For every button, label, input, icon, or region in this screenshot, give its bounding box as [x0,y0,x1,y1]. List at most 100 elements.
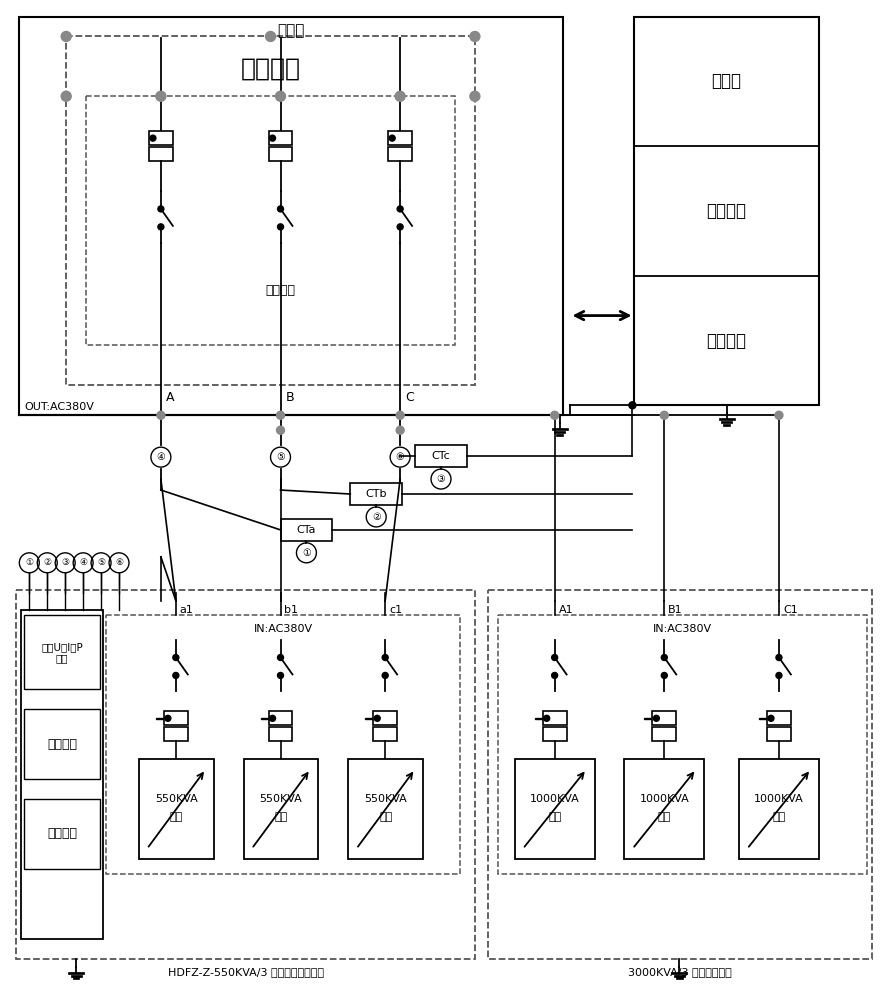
Circle shape [276,426,284,434]
Text: B: B [286,391,294,404]
Circle shape [382,655,389,660]
Circle shape [653,715,659,721]
Text: ②: ② [43,558,51,567]
Text: B1: B1 [668,605,683,615]
Bar [350,483,402,505]
Bar [515,759,595,859]
Circle shape [776,655,782,660]
Bar [488,590,872,959]
Circle shape [150,135,156,141]
Text: 550KVA: 550KVA [259,794,303,804]
Bar [24,799,100,869]
Circle shape [158,224,164,230]
Bar [373,727,397,741]
Text: 发电车: 发电车 [712,72,742,90]
Text: 负载: 负载 [274,812,288,822]
Circle shape [470,31,480,41]
Text: A1: A1 [558,605,573,615]
Circle shape [270,715,275,721]
Circle shape [396,411,404,419]
Circle shape [158,206,164,212]
Text: 负载: 负载 [658,812,671,822]
Bar [243,759,319,859]
Text: a1: a1 [180,605,194,615]
Bar [268,711,292,725]
Circle shape [470,91,480,101]
Bar [268,727,292,741]
Bar [498,615,866,874]
Text: 550KVA: 550KVA [365,794,407,804]
Text: 1000KVA: 1000KVA [754,794,804,804]
Circle shape [550,411,558,419]
Circle shape [266,31,275,41]
Text: OUT:AC380V: OUT:AC380V [24,402,94,412]
Text: 负载: 负载 [548,812,561,822]
Circle shape [278,224,283,230]
Circle shape [382,672,389,678]
Circle shape [661,655,667,660]
Bar [19,17,563,415]
Text: ①: ① [302,548,311,558]
Circle shape [660,411,668,419]
Circle shape [275,91,286,101]
Bar [739,759,819,859]
Text: ③: ③ [61,558,69,567]
Circle shape [395,91,405,101]
Bar [268,131,292,145]
Text: 1000KVA: 1000KVA [640,794,689,804]
Text: ⑥: ⑥ [396,452,404,462]
Bar [767,711,791,725]
Text: 负载: 负载 [379,812,392,822]
Text: 显示部分: 显示部分 [47,738,77,751]
Text: ③: ③ [436,474,445,484]
Bar [149,147,173,161]
Bar [24,615,100,689]
Circle shape [396,426,404,434]
Bar [543,727,566,741]
Bar [66,36,475,385]
Bar [635,17,819,405]
Circle shape [551,672,558,678]
Text: IN:AC380V: IN:AC380V [652,624,712,634]
Text: 发电车: 发电车 [277,23,304,38]
Bar [268,147,292,161]
Text: CTc: CTc [432,451,450,461]
Circle shape [156,91,165,101]
Text: ⑥: ⑥ [115,558,123,567]
Text: 控制部分: 控制部分 [47,827,77,840]
Text: ⑤: ⑤ [276,452,285,462]
Text: C1: C1 [783,605,797,615]
Circle shape [270,135,275,141]
Circle shape [768,715,774,721]
Bar [415,445,467,467]
Circle shape [397,206,404,212]
Text: ⑤: ⑤ [97,558,105,567]
Bar [652,711,676,725]
Circle shape [278,672,283,678]
Text: IN:AC380V: IN:AC380V [253,624,312,634]
Circle shape [276,411,284,419]
Text: 负载: 负载 [773,812,786,822]
Text: ④: ④ [157,452,165,462]
Bar [24,709,100,779]
Text: 外接U、I、P
信号: 外接U、I、P 信号 [42,642,83,663]
Circle shape [776,672,782,678]
Text: CTa: CTa [296,525,316,535]
Text: 1000KVA: 1000KVA [530,794,580,804]
Text: ④: ④ [79,558,88,567]
Text: 3000KVA/3 三相负载装置: 3000KVA/3 三相负载装置 [627,968,732,978]
Bar [373,711,397,725]
Bar [21,610,103,939]
Circle shape [397,224,404,230]
Bar [652,727,676,741]
Circle shape [61,31,71,41]
Circle shape [374,715,381,721]
Bar [86,96,455,345]
Text: C: C [405,391,414,404]
Circle shape [61,91,71,101]
Text: b1: b1 [284,605,298,615]
Circle shape [278,655,283,660]
Text: A: A [165,391,174,404]
Bar [543,711,566,725]
Circle shape [551,655,558,660]
